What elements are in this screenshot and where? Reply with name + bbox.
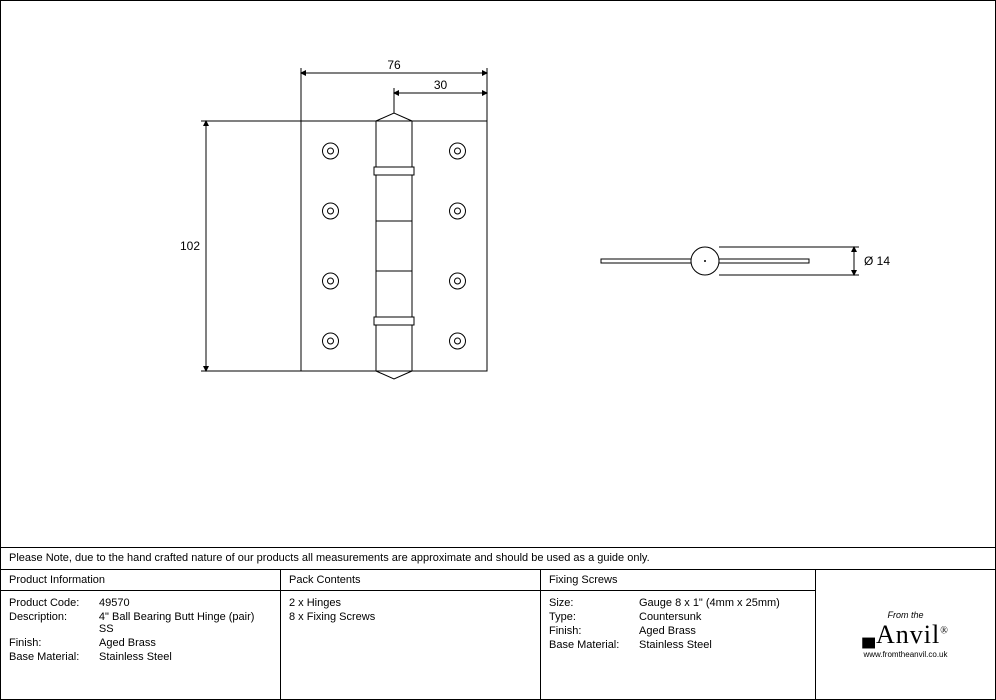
size-label: Size: (549, 597, 639, 609)
fs-finish-label: Finish: (549, 625, 639, 637)
fs-base-label: Base Material: (549, 639, 639, 651)
type-label: Type: (549, 611, 639, 623)
finish-value: Aged Brass (99, 637, 156, 649)
svg-text:102: 102 (180, 239, 200, 253)
pack-line1: 2 x Hinges (289, 597, 341, 609)
hinge-front-view (301, 113, 487, 379)
pack-contents-column: Pack Contents 2 x Hinges 8 x Fixing Scre… (281, 570, 541, 699)
code-value: 49570 (99, 597, 130, 609)
product-info-header: Product Information (1, 570, 280, 591)
logo: From the ▄Anvil® www.fromtheanvil.co.uk (862, 610, 949, 659)
svg-text:76: 76 (387, 58, 401, 72)
pack-contents-header: Pack Contents (281, 570, 540, 591)
note-text: Please Note, due to the hand crafted nat… (9, 552, 650, 564)
pack-line2: 8 x Fixing Screws (289, 611, 375, 623)
svg-text:30: 30 (434, 78, 448, 92)
logo-from: From the (862, 610, 949, 620)
fixing-screws-column: Fixing Screws Size:Gauge 8 x 1" (4mm x 2… (541, 570, 816, 699)
logo-reg: ® (940, 625, 949, 636)
fixing-screws-header: Fixing Screws (541, 570, 815, 591)
code-label: Product Code: (9, 597, 99, 609)
technical-drawing: 76 30 102 Ø 14 (1, 1, 996, 548)
info-row: Product Information Product Code:49570 D… (1, 570, 995, 699)
hinge-side-view (601, 247, 809, 275)
logo-column: From the ▄Anvil® www.fromtheanvil.co.uk (816, 570, 995, 699)
finish-label: Finish: (9, 637, 99, 649)
fs-base-value: Stainless Steel (639, 639, 712, 651)
type-value: Countersunk (639, 611, 701, 623)
logo-url: www.fromtheanvil.co.uk (862, 650, 949, 659)
page: 76 30 102 Ø 14 Please Note, due to the hand… (0, 0, 996, 700)
desc-value: 4" Ball Bearing Butt Hinge (pair) SS (99, 611, 272, 635)
note-bar: Please Note, due to the hand crafted nat… (1, 548, 995, 570)
svg-text:Ø 14: Ø 14 (864, 254, 890, 268)
desc-label: Description: (9, 611, 99, 635)
base-label: Base Material: (9, 651, 99, 663)
size-value: Gauge 8 x 1" (4mm x 25mm) (639, 597, 780, 609)
logo-anvil-icon: ▄ (862, 627, 876, 647)
base-value: Stainless Steel (99, 651, 172, 663)
drawing-area: 76 30 102 Ø 14 (1, 1, 995, 548)
logo-name: Anvil (876, 620, 940, 649)
fs-finish-value: Aged Brass (639, 625, 696, 637)
dimension-lines: 76 30 102 Ø 14 (180, 58, 890, 371)
product-info-column: Product Information Product Code:49570 D… (1, 570, 281, 699)
